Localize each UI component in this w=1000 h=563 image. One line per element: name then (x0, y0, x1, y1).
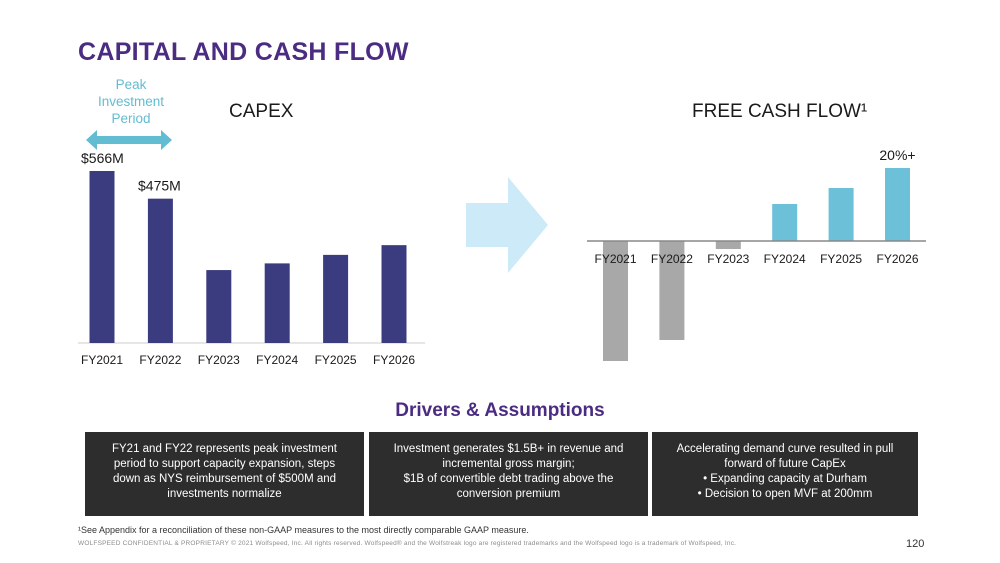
fcf-tick-label: FY2021 (594, 252, 636, 266)
capex-tick-label: FY2026 (373, 353, 415, 367)
fcf-bar (828, 188, 854, 241)
page-title: CAPITAL AND CASH FLOW (78, 38, 409, 66)
fcf-bar (885, 168, 910, 241)
capex-bar (381, 245, 407, 343)
page-number: 120 (906, 538, 925, 550)
driver-line: • Decision to open MVF at 200mm (697, 488, 873, 500)
capex-bar (206, 270, 232, 343)
peak-line: Investment (97, 94, 165, 109)
fcf-bar (603, 241, 628, 361)
driver-line: investments normalize (167, 488, 282, 500)
charts-canvas: FY2021 $566M FY2022 $475M FY2023 FY2024 FY2025… (78, 147, 926, 367)
fcf-bar (659, 241, 685, 340)
peak-line: Peak (115, 77, 147, 92)
fcf-tick-label: FY2024 (764, 252, 806, 266)
capex-bar (89, 171, 115, 343)
fcf-tick-label: FY2025 (820, 252, 862, 266)
fcf-chart-title: FREE CASH FLOW¹ (692, 101, 868, 122)
capex-tick-label: FY2023 (198, 353, 240, 367)
driver-line: Accelerating demand curve resulted in pu… (676, 443, 894, 455)
driver-line: period to support capacity expansion, st… (113, 458, 336, 470)
capex-data-label: $566M (81, 150, 124, 166)
driver-line: Investment generates $1.5B+ in revenue a… (393, 443, 624, 455)
capex-bar (147, 198, 173, 343)
peak-investment-label: Peak Investment Period (84, 76, 178, 127)
right-arrow-icon (466, 177, 548, 273)
driver-box-investment: Investment generates $1.5B+ in revenue a… (369, 432, 648, 516)
driver-line: conversion premium (456, 488, 561, 500)
driver-line: incremental gross margin; (442, 458, 575, 470)
double-arrow-icon (86, 130, 172, 150)
capex-chart-title: CAPEX (229, 101, 294, 122)
driver-box-demand: Accelerating demand curve resulted in pu… (652, 432, 918, 516)
capex-tick-label: FY2025 (315, 353, 357, 367)
capex-data-label: $475M (138, 178, 181, 194)
fcf-tick-label: FY2026 (876, 252, 918, 266)
driver-box-capex: FY21 and FY22 represents peak investment… (85, 432, 364, 516)
fcf-data-label: 20%+ (879, 147, 915, 163)
driver-line: forward of future CapEx (724, 458, 846, 470)
footnote: ¹See Appendix for a reconciliation of th… (78, 525, 529, 535)
capex-tick-label: FY2022 (139, 353, 181, 367)
legal-notice: WOLFSPEED CONFIDENTIAL & PROPRIETARY © 2… (78, 540, 737, 547)
fcf-tick-label: FY2022 (651, 252, 693, 266)
driver-line: FY21 and FY22 represents peak investment (111, 443, 337, 455)
capex-bar (264, 263, 290, 343)
driver-line: • Expanding capacity at Durham (703, 473, 867, 485)
peak-line: Period (111, 111, 151, 126)
drivers-title: Drivers & Assumptions (395, 400, 605, 421)
capex-tick-label: FY2024 (256, 353, 298, 367)
capex-bar (323, 254, 349, 343)
fcf-tick-label: FY2023 (707, 252, 749, 266)
fcf-bar (772, 204, 798, 241)
driver-line: $1B of convertible debt trading above th… (403, 473, 614, 485)
fcf-bar (715, 241, 741, 249)
driver-line: down as NYS reimbursement of $500M and (112, 473, 337, 485)
capex-tick-label: FY2021 (81, 353, 123, 367)
